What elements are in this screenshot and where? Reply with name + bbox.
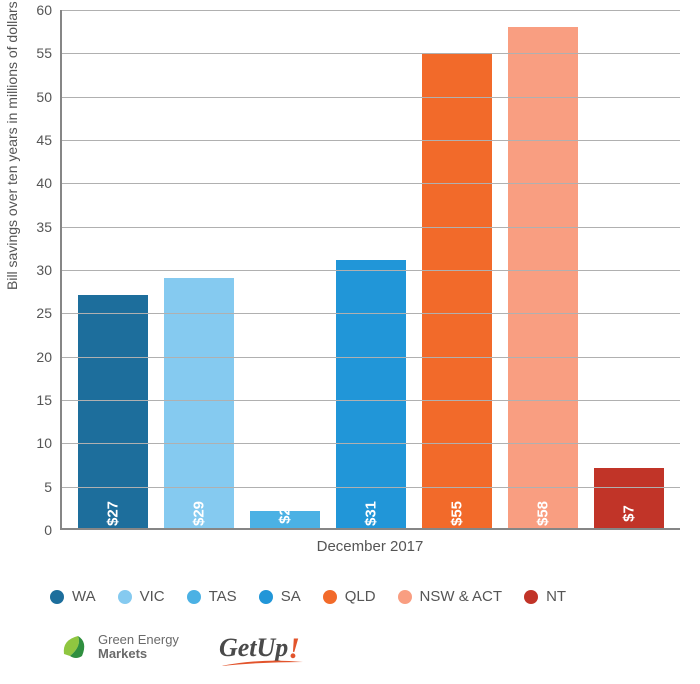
legend-swatch xyxy=(524,590,538,604)
gem-line-1: Green Energy xyxy=(98,633,179,647)
legend-label: QLD xyxy=(345,588,376,605)
bar-value-label: $27 xyxy=(105,501,122,526)
bar-nsw-act: $58 xyxy=(508,27,578,528)
y-tick-label: 25 xyxy=(22,305,52,321)
legend-swatch xyxy=(398,590,412,604)
legend-label: WA xyxy=(72,588,96,605)
legend-swatch xyxy=(323,590,337,604)
legend-item: NSW & ACT xyxy=(398,588,503,605)
getup-logo: GetUp! xyxy=(219,630,300,664)
chart-area: $27$29$2$31$55$58$7 December 2017 051015… xyxy=(60,10,680,560)
y-tick-label: 60 xyxy=(22,2,52,18)
grid-line xyxy=(62,443,680,444)
bar-nt: $7 xyxy=(594,468,664,528)
grid-line xyxy=(62,357,680,358)
bars-container: $27 $29 $2 $31 $55 $58 $7 xyxy=(62,10,680,528)
grid-line xyxy=(62,10,680,11)
plot-area: $27 $29 $2 $31 $55 $58 $7 xyxy=(60,10,680,530)
gem-line-2: Markets xyxy=(98,647,179,661)
x-axis-label: December 2017 xyxy=(60,538,680,555)
bar-tas: $2 xyxy=(250,511,320,528)
logos-row: Green Energy Markets GetUp! xyxy=(60,630,300,664)
bar-value-label: $2 xyxy=(277,507,294,524)
legend-label: VIC xyxy=(140,588,165,605)
legend-item: SA xyxy=(259,588,301,605)
legend-item: WA xyxy=(50,588,96,605)
getup-swoosh-icon xyxy=(221,660,303,668)
getup-text: GetUp xyxy=(219,633,288,662)
grid-line xyxy=(62,313,680,314)
legend-label: TAS xyxy=(209,588,237,605)
y-tick-label: 20 xyxy=(22,349,52,365)
y-tick-label: 15 xyxy=(22,392,52,408)
green-energy-markets-logo: Green Energy Markets xyxy=(60,632,179,662)
y-tick-label: 30 xyxy=(22,262,52,278)
bar-sa: $31 xyxy=(336,260,406,528)
legend-label: NT xyxy=(546,588,566,605)
legend-label: NSW & ACT xyxy=(420,588,503,605)
y-tick-label: 10 xyxy=(22,435,52,451)
legend-item: QLD xyxy=(323,588,376,605)
bar-value-label: $31 xyxy=(363,501,380,526)
y-tick-label: 55 xyxy=(22,45,52,61)
bar-qld: $55 xyxy=(422,53,492,528)
bar-value-label: $55 xyxy=(449,501,466,526)
y-axis-label: Bill savings over ten years in millions … xyxy=(4,1,20,290)
legend: WA VIC TAS SA QLD NSW & ACT NT xyxy=(50,588,670,605)
leaf-icon xyxy=(60,632,90,662)
legend-swatch xyxy=(50,590,64,604)
grid-line xyxy=(62,487,680,488)
legend-swatch xyxy=(259,590,273,604)
legend-swatch xyxy=(118,590,132,604)
bar-value-label: $7 xyxy=(621,505,638,522)
grid-line xyxy=(62,97,680,98)
y-tick-label: 5 xyxy=(22,479,52,495)
bar-wa: $27 xyxy=(78,295,148,528)
gem-logo-text: Green Energy Markets xyxy=(98,633,179,660)
grid-line xyxy=(62,53,680,54)
legend-item: NT xyxy=(524,588,566,605)
bar-value-label: $29 xyxy=(191,501,208,526)
grid-line xyxy=(62,227,680,228)
grid-line xyxy=(62,400,680,401)
grid-line xyxy=(62,183,680,184)
y-tick-label: 50 xyxy=(22,89,52,105)
bar-vic: $29 xyxy=(164,278,234,528)
y-tick-label: 0 xyxy=(22,522,52,538)
legend-item: VIC xyxy=(118,588,165,605)
legend-item: TAS xyxy=(187,588,237,605)
legend-swatch xyxy=(187,590,201,604)
grid-line xyxy=(62,140,680,141)
y-tick-label: 40 xyxy=(22,175,52,191)
grid-line xyxy=(62,270,680,271)
bar-value-label: $58 xyxy=(535,501,552,526)
y-tick-label: 35 xyxy=(22,219,52,235)
legend-label: SA xyxy=(281,588,301,605)
y-tick-label: 45 xyxy=(22,132,52,148)
